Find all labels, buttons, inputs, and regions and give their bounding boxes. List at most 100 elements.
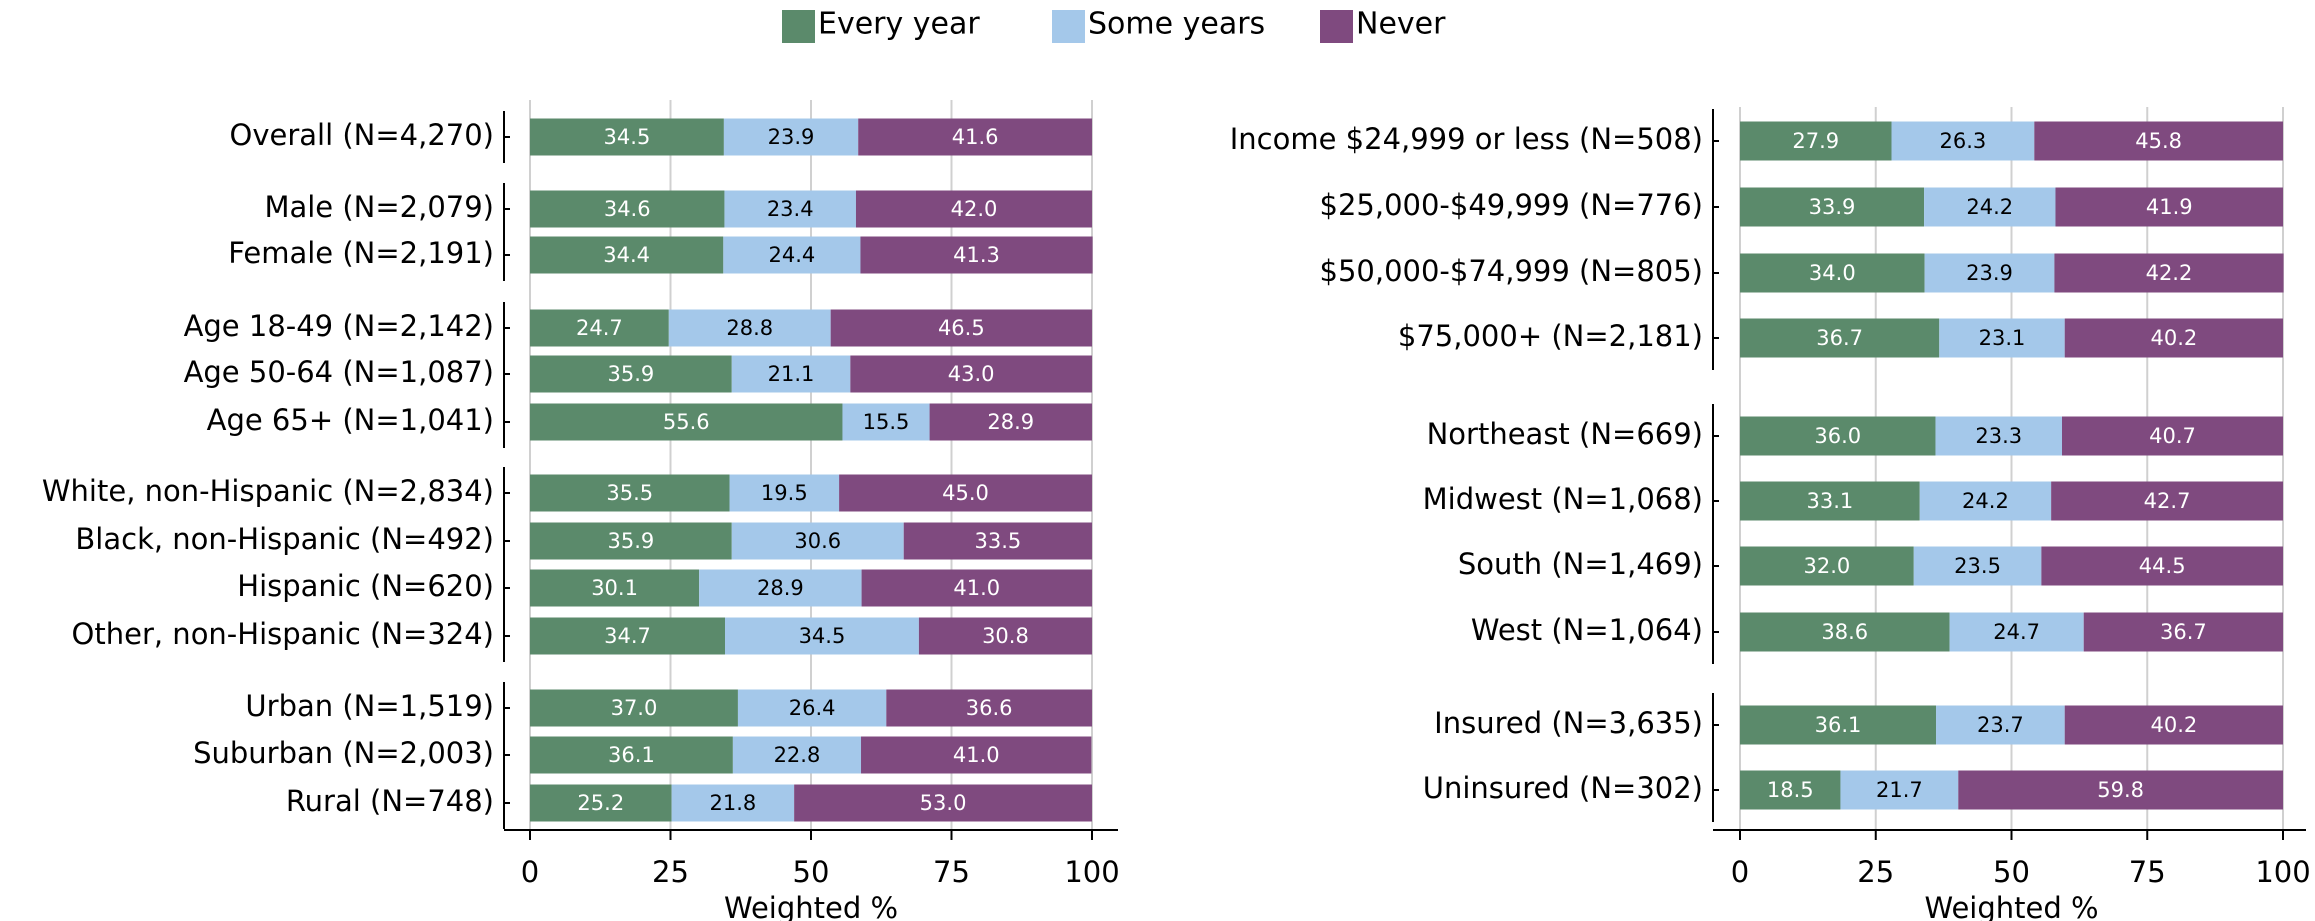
- value-label: 34.7: [604, 624, 651, 648]
- y-tick-label: Other, non-Hispanic (N=324): [72, 617, 494, 651]
- bar-segment: [530, 118, 724, 156]
- bar-segment: [530, 190, 725, 228]
- bar-segment: [1913, 546, 2042, 586]
- bar-segment: [1740, 612, 1950, 652]
- bar-segment: [530, 522, 732, 560]
- bar-segment: [530, 236, 724, 274]
- value-label: 37.0: [611, 696, 658, 720]
- value-label: 36.6: [966, 696, 1013, 720]
- y-tick-label: Male (N=2,079): [264, 190, 494, 224]
- bar-segment: [861, 736, 1092, 774]
- y-tick-label: $25,000-$49,999 (N=776): [1320, 188, 1704, 222]
- value-label: 23.3: [1975, 424, 2022, 448]
- value-label: 28.9: [987, 410, 1034, 434]
- bar-segment: [2034, 121, 2283, 161]
- y-tick-label: Hispanic (N=620): [237, 569, 494, 603]
- value-label: 38.6: [1821, 620, 1868, 644]
- y-tick-label: Northeast (N=669): [1427, 417, 1703, 451]
- x-tick-label: 25: [652, 855, 689, 889]
- y-tick-label: Black, non-Hispanic (N=492): [75, 522, 494, 556]
- bar-segment: [1924, 253, 2055, 293]
- value-label: 15.5: [863, 410, 910, 434]
- bar-segment: [732, 736, 862, 774]
- y-tick-label: Rural (N=748): [286, 784, 494, 818]
- bar-segment: [530, 617, 726, 655]
- value-label: 30.8: [982, 624, 1029, 648]
- y-tick-label: Age 65+ (N=1,041): [207, 403, 494, 437]
- bar-segment: [1935, 416, 2062, 456]
- bar-segment: [724, 190, 856, 228]
- legend-label: Every year: [818, 7, 980, 42]
- bar-segment: [2061, 416, 2283, 456]
- value-label: 28.9: [757, 576, 804, 600]
- value-label: 33.9: [1809, 195, 1856, 219]
- x-tick-label: 50: [1993, 855, 2030, 889]
- legend-swatch: [1320, 10, 1353, 43]
- y-tick-label: Uninsured (N=302): [1423, 771, 1703, 805]
- value-label: 25.2: [577, 791, 624, 815]
- value-label: 41.9: [2146, 195, 2193, 219]
- bar-segment: [1939, 318, 2065, 358]
- value-label: 42.7: [2144, 489, 2191, 513]
- bar-segment: [1740, 481, 1920, 521]
- bar-segment: [2064, 318, 2283, 358]
- bar-segment: [855, 190, 1092, 228]
- value-label: 22.8: [774, 743, 821, 767]
- value-label: 23.1: [1979, 326, 2026, 350]
- bar-segment: [886, 689, 1092, 727]
- value-label: 24.2: [1962, 489, 2009, 513]
- bar-segment: [1949, 612, 2084, 652]
- bar-segment: [2051, 481, 2283, 521]
- value-label: 21.7: [1876, 778, 1923, 802]
- value-label: 44.5: [2139, 554, 2186, 578]
- bar-segment: [737, 689, 887, 727]
- bar-segment: [1740, 546, 1914, 586]
- bar-segment: [729, 474, 840, 512]
- value-label: 23.9: [1966, 261, 2013, 285]
- value-label: 34.4: [603, 243, 650, 267]
- bar-segment: [839, 474, 1092, 512]
- bar-segment: [530, 569, 700, 607]
- y-tick-label: Suburban (N=2,003): [193, 736, 494, 770]
- value-label: 23.5: [1954, 554, 2001, 578]
- x-tick-label: 100: [2255, 855, 2310, 889]
- y-tick-label: Overall (N=4,270): [230, 118, 495, 152]
- value-label: 43.0: [948, 362, 995, 386]
- y-tick-label: Age 50-64 (N=1,087): [184, 355, 494, 389]
- value-label: 28.8: [726, 316, 773, 340]
- x-axis-label: Weighted %: [1924, 891, 2098, 921]
- bar-segment: [794, 784, 1092, 822]
- bar-segment: [2041, 546, 2283, 586]
- bar-segment: [850, 355, 1092, 393]
- x-tick-label: 75: [2129, 855, 2166, 889]
- bar-segment: [530, 355, 732, 393]
- value-label: 24.4: [769, 243, 816, 267]
- y-tick-label: $75,000+ (N=2,181): [1398, 319, 1703, 353]
- y-tick-label: Age 18-49 (N=2,142): [184, 309, 494, 343]
- bar-segment: [918, 617, 1092, 655]
- bar-segment: [1740, 770, 1841, 810]
- bar-segment: [1740, 416, 1936, 456]
- value-label: 33.1: [1806, 489, 1853, 513]
- value-label: 36.1: [1815, 713, 1862, 737]
- bar-segment: [530, 309, 669, 347]
- value-label: 30.1: [591, 576, 638, 600]
- value-label: 32.0: [1803, 554, 1850, 578]
- bar-segment: [699, 569, 862, 607]
- bar-segment: [530, 403, 843, 441]
- value-label: 42.2: [2146, 261, 2193, 285]
- legend-swatch: [782, 10, 815, 43]
- x-tick-label: 0: [521, 855, 539, 889]
- value-label: 42.0: [951, 197, 998, 221]
- bar-segment: [530, 689, 738, 727]
- y-tick-label: Female (N=2,191): [228, 236, 494, 270]
- value-label: 33.5: [974, 529, 1021, 553]
- bar-segment: [1936, 705, 2065, 745]
- bar-segment: [671, 784, 795, 822]
- y-tick-label: Insured (N=3,635): [1434, 706, 1703, 740]
- bar-segment: [1740, 253, 1925, 293]
- x-axis-label: Weighted %: [724, 891, 898, 921]
- value-label: 40.2: [2150, 326, 2197, 350]
- bar-segment: [929, 403, 1092, 441]
